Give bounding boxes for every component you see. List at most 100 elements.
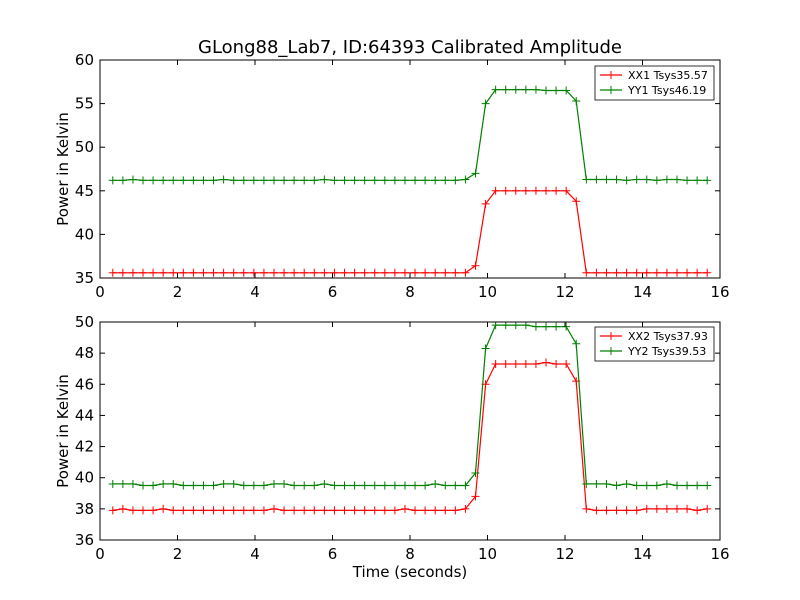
data-point-marker (622, 176, 631, 185)
data-point-marker (300, 506, 309, 515)
data-point-marker (531, 360, 540, 369)
data-point-marker (370, 506, 379, 515)
data-point-marker (149, 506, 158, 515)
data-point-marker (189, 268, 198, 277)
data-point-marker (269, 176, 278, 185)
legend-swatch-marker (607, 347, 615, 355)
x-axis-label: Time (seconds) (352, 563, 468, 581)
data-point-marker (662, 268, 671, 277)
data-point-marker (219, 175, 228, 184)
data-point-marker (572, 96, 581, 105)
data-point-marker (683, 176, 692, 185)
data-point-marker (290, 481, 299, 490)
data-point-marker (703, 268, 712, 277)
data-point-marker (179, 481, 188, 490)
data-point-marker (189, 506, 198, 515)
data-point-marker (290, 268, 299, 277)
data-point-marker (632, 268, 641, 277)
data-point-marker (280, 268, 289, 277)
data-point-marker (290, 176, 299, 185)
data-point-marker (421, 481, 430, 490)
y-tick-label: 50 (75, 313, 94, 331)
data-point-marker (380, 506, 389, 515)
data-point-marker (632, 481, 641, 490)
data-point-marker (441, 481, 450, 490)
y-axis-label: Power in Kelvin (54, 112, 72, 226)
data-point-marker (139, 176, 148, 185)
data-point-marker (471, 469, 480, 478)
data-point-marker (592, 175, 601, 184)
data-point-marker (128, 268, 137, 277)
data-point-marker (451, 176, 460, 185)
y-tick-label: 35 (75, 269, 94, 287)
data-point-marker (622, 268, 631, 277)
data-point-marker (672, 481, 681, 490)
data-point-marker (552, 322, 561, 331)
data-point-marker (612, 481, 621, 490)
legend-entry-label: YY1 Tsys46.19 (627, 84, 706, 97)
data-point-marker (280, 176, 289, 185)
data-point-marker (219, 268, 228, 277)
data-point-marker (451, 481, 460, 490)
data-point-marker (209, 481, 218, 490)
x-tick-label: 14 (633, 283, 652, 301)
data-point-marker (249, 481, 258, 490)
data-point-marker (209, 506, 218, 515)
legend-entry-label: XX1 Tsys35.57 (628, 69, 708, 82)
data-point-marker (582, 504, 591, 513)
data-point-marker (542, 358, 551, 367)
data-point-marker (602, 268, 611, 277)
data-point-marker (149, 176, 158, 185)
legend: XX2 Tsys37.93 YY2 Tsys39.53 (594, 326, 715, 362)
data-point-marker (360, 268, 369, 277)
y-tick-label: 60 (75, 51, 94, 69)
data-point-marker (501, 360, 510, 369)
data-point-marker (703, 176, 712, 185)
x-tick-label: 12 (555, 283, 574, 301)
data-point-marker (390, 176, 399, 185)
data-point-marker (612, 268, 621, 277)
data-point-marker (259, 481, 268, 490)
data-point-marker (209, 176, 218, 185)
data-point-marker (421, 268, 430, 277)
data-point-marker (330, 268, 339, 277)
data-point-marker (411, 268, 420, 277)
y-tick-label: 55 (75, 95, 94, 113)
data-point-marker (118, 268, 127, 277)
data-point-marker (632, 175, 641, 184)
data-point-marker (219, 506, 228, 515)
data-point-marker (360, 481, 369, 490)
data-point-marker (259, 506, 268, 515)
data-point-marker (481, 99, 490, 108)
data-point-marker (602, 175, 611, 184)
data-point-marker (542, 86, 551, 95)
data-point-marker (400, 481, 409, 490)
data-point-marker (612, 175, 621, 184)
x-tick-label: 0 (95, 545, 105, 563)
data-point-marker (159, 176, 168, 185)
data-point-marker (672, 175, 681, 184)
x-tick-label: 16 (710, 545, 729, 563)
data-point-marker (108, 176, 117, 185)
data-point-marker (310, 506, 319, 515)
data-point-marker (501, 186, 510, 195)
data-point-marker (652, 176, 661, 185)
y-tick-label: 44 (75, 406, 94, 424)
data-point-marker (370, 268, 379, 277)
data-point-marker (511, 186, 520, 195)
data-point-marker (421, 506, 430, 515)
data-point-marker (511, 360, 520, 369)
y-tick-label: 40 (75, 469, 94, 487)
data-point-marker (451, 268, 460, 277)
data-point-marker (602, 479, 611, 488)
data-point-marker (400, 268, 409, 277)
x-tick-label: 6 (328, 545, 338, 563)
data-point-marker (149, 268, 158, 277)
data-point-marker (491, 360, 500, 369)
x-tick-label: 2 (173, 283, 183, 301)
data-point-marker (390, 506, 399, 515)
data-point-marker (622, 479, 631, 488)
data-point-marker (652, 504, 661, 513)
